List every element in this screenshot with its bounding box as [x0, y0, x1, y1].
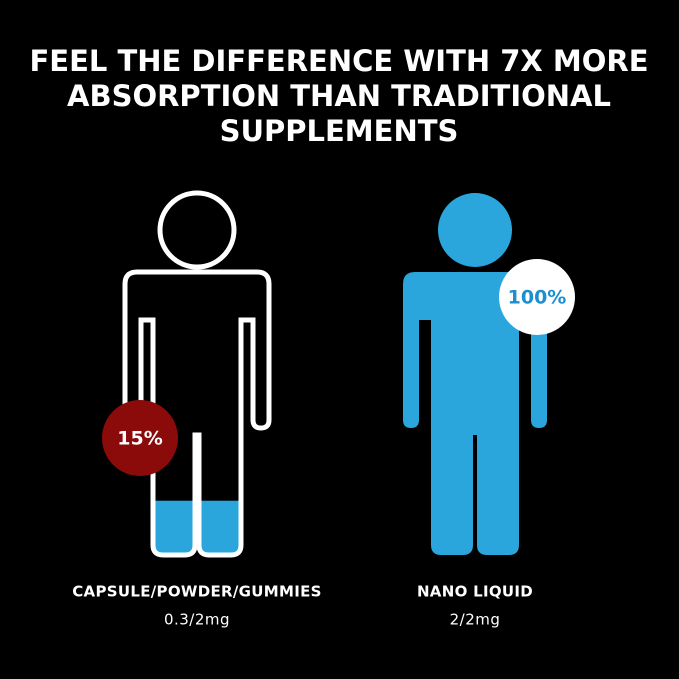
figure-dose: 2/2mg: [450, 611, 501, 629]
figure-dose: 0.3/2mg: [164, 611, 230, 629]
badge: [102, 400, 178, 476]
title-line: ABSORPTION THAN TRADITIONAL: [67, 79, 611, 113]
badge: [499, 259, 575, 335]
figure-name: CAPSULE/POWDER/GUMMIES: [72, 583, 321, 601]
badge-label: 15%: [117, 428, 162, 450]
head-outline: [157, 190, 237, 270]
title-line: FEEL THE DIFFERENCE WITH 7X MORE: [29, 44, 648, 78]
title-line: SUPPLEMENTS: [220, 114, 459, 148]
figure-name: NANO LIQUID: [417, 583, 533, 601]
badge-label: 100%: [508, 287, 567, 309]
